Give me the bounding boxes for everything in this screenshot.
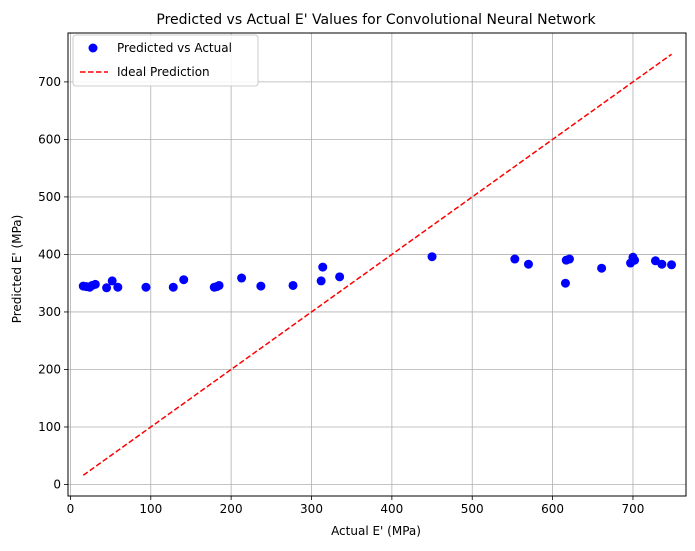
data-point: [168, 282, 178, 292]
ideal-prediction-series: [82, 53, 672, 476]
y-tick-label: 100: [38, 420, 61, 434]
data-point: [318, 262, 328, 272]
data-point: [107, 276, 117, 286]
data-point: [113, 282, 123, 292]
y-tick-label: 300: [38, 305, 61, 319]
legend-label-predicted-vs-actual: Predicted vs Actual: [117, 41, 232, 55]
data-point: [667, 260, 677, 270]
x-tick-label: 500: [461, 502, 484, 516]
data-point: [316, 276, 326, 286]
data-point: [523, 259, 533, 269]
legend-label-ideal-prediction: Ideal Prediction: [117, 65, 210, 79]
data-point: [335, 272, 345, 282]
plot-area-frame: [67, 32, 687, 497]
x-tick-label: 100: [139, 502, 162, 516]
data-point: [90, 279, 100, 289]
data-point: [102, 283, 112, 293]
x-tick-label: 400: [380, 502, 403, 516]
x-tick-label: 600: [541, 502, 564, 516]
y-tick-label: 600: [38, 132, 61, 146]
grid-lines: [68, 33, 686, 496]
data-point: [141, 282, 151, 292]
data-point: [288, 280, 298, 290]
data-point: [657, 259, 667, 269]
y-tick-label: 400: [38, 247, 61, 261]
x-tick-label: 300: [300, 502, 323, 516]
x-axis-label: Actual E' (MPa): [331, 524, 421, 538]
legend-marker-scatter: [88, 43, 98, 53]
legend-box: [72, 34, 259, 87]
data-point: [237, 273, 247, 283]
data-point: [256, 281, 266, 291]
data-point: [427, 252, 437, 262]
x-tick-label: 0: [67, 502, 75, 516]
data-point: [560, 278, 570, 288]
y-tick-label: 500: [38, 190, 61, 204]
ideal-prediction-line: [82, 53, 672, 476]
y-tick-label: 700: [38, 75, 61, 89]
x-axis: 0 100 200 300 400 500 600 700: [67, 496, 645, 516]
y-axis-label: Predicted E' (MPa): [10, 215, 24, 324]
y-tick-label: 0: [53, 477, 61, 491]
data-point: [564, 254, 574, 264]
x-tick-label: 200: [220, 502, 243, 516]
data-point: [214, 280, 224, 290]
chart-title: Predicted vs Actual E' Values for Convol…: [156, 12, 596, 28]
y-axis: 0 100 200 300 400 500 600 700: [38, 75, 68, 491]
data-point: [630, 255, 640, 265]
x-tick-label: 700: [622, 502, 645, 516]
data-point: [597, 263, 607, 273]
legend: Predicted vs Actual Ideal Prediction: [72, 34, 259, 87]
y-tick-label: 200: [38, 362, 61, 376]
data-point: [179, 275, 189, 285]
predicted-vs-actual-series: [78, 252, 677, 293]
data-point: [510, 254, 520, 264]
